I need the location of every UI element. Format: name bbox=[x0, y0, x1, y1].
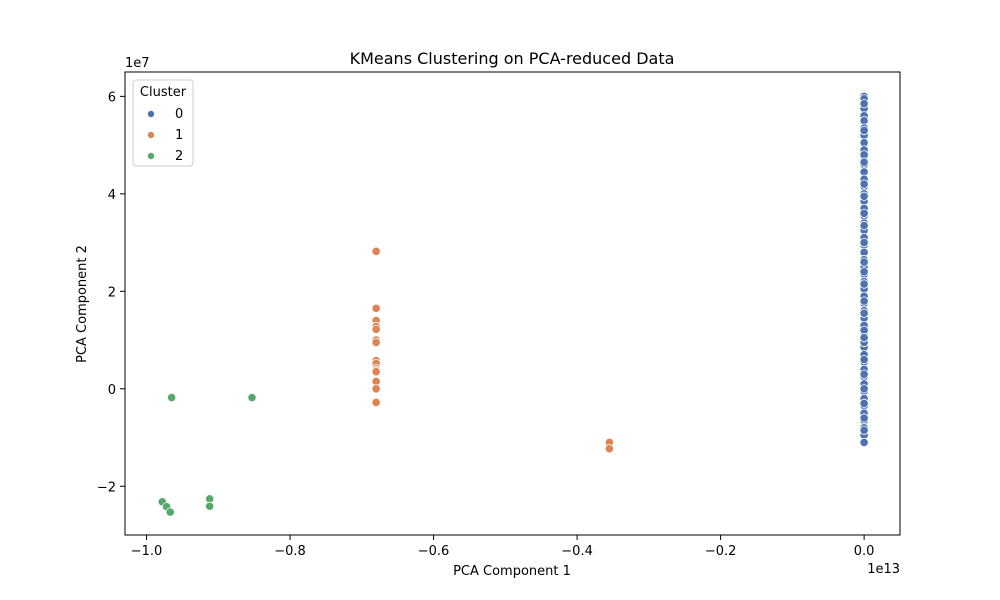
legend: Cluster 0 1 2 bbox=[132, 79, 194, 167]
data-point bbox=[859, 179, 869, 189]
data-point bbox=[859, 267, 869, 277]
data-point bbox=[859, 354, 869, 365]
y-tick-label: 2 bbox=[108, 285, 116, 300]
data-point bbox=[859, 296, 869, 306]
data-point bbox=[859, 437, 869, 447]
y-tick-label: 6 bbox=[108, 90, 116, 105]
data-point bbox=[371, 324, 381, 334]
y-tick-label: 4 bbox=[108, 188, 116, 203]
y-tick-label: −2 bbox=[97, 480, 116, 495]
legend-marker bbox=[146, 130, 155, 139]
legend-entry-label: 1 bbox=[175, 128, 183, 143]
data-point bbox=[859, 413, 869, 423]
data-point bbox=[371, 246, 381, 256]
x-offset-label: 1e13 bbox=[867, 562, 900, 577]
data-point bbox=[859, 99, 869, 109]
legend-marker bbox=[146, 151, 155, 160]
data-point bbox=[859, 125, 869, 136]
legend-box bbox=[132, 79, 194, 167]
x-tick-label: −0.8 bbox=[274, 544, 306, 559]
data-point bbox=[167, 392, 177, 403]
x-axis: −1.0 −0.8 −0.6 −0.4 −0.2 0.0 bbox=[131, 535, 875, 559]
y-axis: −2 0 2 4 6 bbox=[97, 90, 125, 495]
data-point bbox=[859, 398, 869, 409]
data-point bbox=[859, 369, 869, 379]
data-point bbox=[371, 367, 381, 377]
data-point bbox=[859, 237, 869, 248]
plot-frame bbox=[124, 71, 901, 536]
data-point bbox=[859, 308, 869, 318]
x-tick-label: −0.4 bbox=[561, 544, 593, 559]
data-point bbox=[859, 279, 869, 289]
data-point bbox=[604, 444, 614, 454]
x-tick-label: −0.6 bbox=[418, 544, 450, 559]
plot-area bbox=[157, 91, 869, 517]
y-offset-label: 1e7 bbox=[125, 56, 150, 71]
data-point bbox=[859, 220, 869, 231]
data-point bbox=[859, 384, 869, 394]
chart-title: KMeans Clustering on PCA-reduced Data bbox=[350, 49, 675, 68]
series-cluster-1 bbox=[371, 246, 614, 454]
x-tick-label: −1.0 bbox=[131, 544, 163, 559]
legend-marker bbox=[146, 110, 155, 119]
data-point bbox=[371, 303, 381, 313]
data-point bbox=[859, 333, 869, 343]
data-point bbox=[165, 507, 175, 517]
legend-entry-label: 0 bbox=[175, 107, 183, 122]
legend-entry-label: 2 bbox=[175, 149, 183, 164]
data-point bbox=[859, 157, 869, 167]
data-point bbox=[205, 501, 215, 511]
y-axis-label: PCA Component 2 bbox=[75, 245, 90, 363]
x-tick-label: −0.2 bbox=[705, 544, 737, 559]
legend-title: Cluster bbox=[140, 85, 187, 100]
data-point bbox=[371, 397, 381, 408]
data-point bbox=[371, 337, 381, 348]
series-cluster-0 bbox=[859, 91, 869, 447]
series-cluster-2 bbox=[157, 392, 257, 517]
data-point bbox=[247, 392, 257, 403]
y-tick-label: 0 bbox=[108, 383, 116, 398]
data-point bbox=[859, 208, 869, 218]
data-point bbox=[859, 425, 869, 435]
x-tick-label: 0.0 bbox=[854, 544, 875, 559]
data-point bbox=[859, 257, 869, 267]
x-axis-label: PCA Component 1 bbox=[453, 564, 571, 579]
data-point bbox=[859, 191, 869, 201]
data-point bbox=[371, 384, 381, 394]
